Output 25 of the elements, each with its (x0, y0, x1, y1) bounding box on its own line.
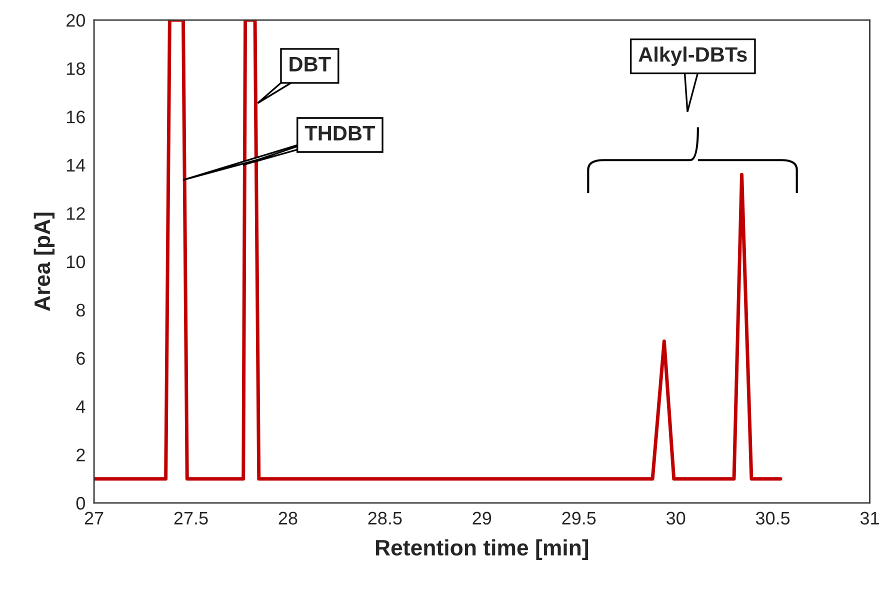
x-tick-label: 28 (278, 512, 298, 525)
y-tick-label: 10 (67, 255, 85, 268)
x-tick-label: 27.5 (174, 512, 208, 525)
y-tick-label: 2 (76, 448, 85, 462)
y-tick-label: 6 (76, 352, 85, 365)
y-tick-label: 0 (76, 496, 85, 510)
y-tick-label: 4 (76, 400, 86, 413)
y-tick-label: 18 (67, 62, 85, 76)
x-axis-title: Retention time [min] (376, 539, 588, 560)
x-tick-label: 29 (472, 512, 492, 525)
x-tick-label: 28.5 (368, 512, 402, 525)
y-tick-label: 12 (67, 207, 85, 220)
x-tick-label: 30 (666, 512, 686, 525)
x-tick-label: 31 (860, 512, 879, 525)
y-tick-label: 16 (67, 110, 85, 124)
x-tick-label: 29.5 (562, 512, 596, 525)
annotation: Alkyl-DBTs (638, 46, 747, 66)
x-tick-label: 27 (84, 512, 104, 524)
y-tick-label: 8 (76, 304, 85, 317)
y-tick-label: 20 (66, 14, 85, 27)
y-axis-title: Area [pA] (34, 212, 55, 311)
y-tick-label: 14 (67, 159, 86, 172)
annotation: THDBT (304, 126, 376, 140)
x-tick-label: 30.5 (756, 512, 790, 525)
annotation: DBT (290, 56, 331, 72)
